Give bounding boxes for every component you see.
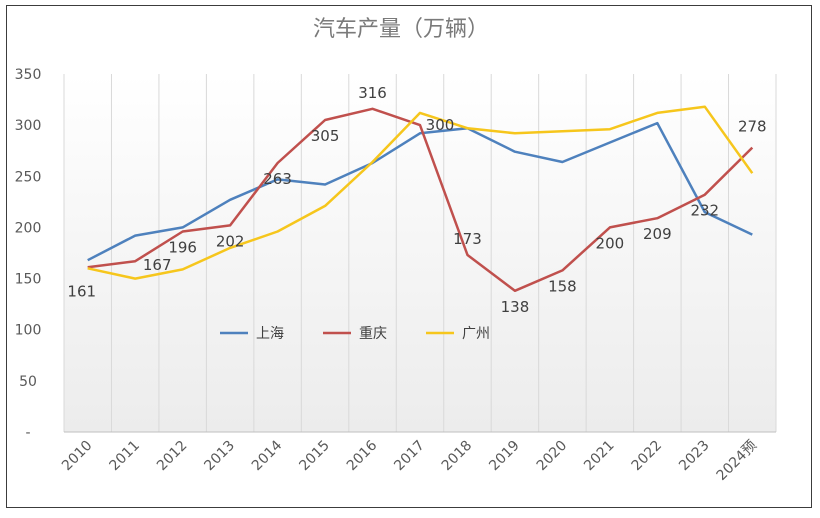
- y-tick-label: -: [25, 425, 30, 441]
- x-tick-label: 2013: [201, 438, 238, 475]
- data-label: 196: [168, 239, 197, 257]
- x-tick-label: 2023: [676, 438, 713, 475]
- x-tick-label: 2012: [154, 438, 191, 475]
- data-label: 305: [311, 127, 340, 145]
- x-tick-label: 2020: [534, 438, 571, 475]
- data-label: 300: [426, 116, 455, 134]
- data-label: 202: [216, 232, 245, 250]
- data-label: 209: [643, 225, 672, 243]
- x-tick-label: 2015: [296, 438, 333, 475]
- data-label: 161: [67, 282, 96, 300]
- legend-label: 上海: [256, 326, 284, 342]
- x-tick-label: 2010: [59, 438, 96, 475]
- data-label: 263: [263, 170, 292, 188]
- chart-title: 汽车产量（万辆）: [313, 17, 489, 42]
- x-tick-label: 2014: [249, 437, 286, 474]
- y-tick-label: 250: [15, 169, 42, 185]
- x-tick-label: 2024预: [714, 438, 760, 484]
- data-label: 138: [501, 298, 530, 316]
- series-line-广州: [87, 105, 754, 280]
- y-tick-label: 350: [15, 67, 42, 83]
- data-label: 173: [453, 230, 482, 248]
- x-tick-label: 2011: [107, 438, 144, 475]
- data-label: 200: [596, 234, 625, 252]
- x-tick-label: 2016: [344, 437, 381, 474]
- series-line-重庆: [87, 107, 754, 293]
- legend-label: 广州: [462, 326, 490, 342]
- x-tick-label: 2022: [629, 438, 666, 475]
- y-tick-label: 100: [15, 323, 42, 339]
- data-label: 167: [143, 256, 172, 274]
- x-tick-label: 2018: [439, 438, 476, 475]
- legend-label: 重庆: [359, 326, 387, 342]
- series-line-上海: [87, 121, 753, 262]
- y-tick-label: 50: [19, 374, 37, 390]
- y-tick-label: 150: [15, 272, 42, 288]
- x-tick-label: 2021: [581, 438, 618, 475]
- x-tick-label: 2017: [391, 438, 428, 475]
- data-label: 316: [358, 84, 387, 102]
- y-tick-label: 300: [15, 118, 42, 134]
- y-tick-label: 200: [15, 220, 42, 236]
- data-label: 232: [690, 202, 719, 220]
- data-label: 278: [738, 118, 767, 136]
- data-label: 158: [548, 277, 577, 295]
- x-tick-label: 2019: [486, 438, 523, 475]
